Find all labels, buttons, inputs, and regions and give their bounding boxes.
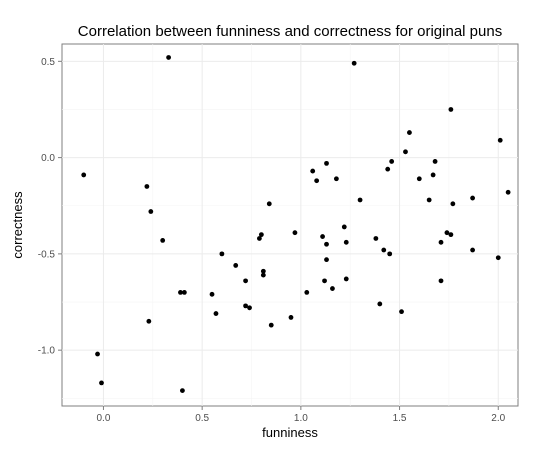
x-axis-title: funniness xyxy=(262,425,318,440)
x-tick-label: 0.5 xyxy=(195,413,209,424)
data-point xyxy=(470,247,475,253)
data-point xyxy=(343,239,349,245)
data-point xyxy=(324,241,329,247)
data-point xyxy=(385,166,391,172)
data-point xyxy=(181,289,187,295)
data-point xyxy=(257,236,262,241)
data-point xyxy=(416,176,422,182)
data-point xyxy=(180,388,185,393)
data-point xyxy=(377,301,383,307)
data-point xyxy=(432,159,438,164)
data-point xyxy=(81,172,87,178)
data-point xyxy=(448,107,454,112)
data-point xyxy=(268,322,274,328)
x-tick-label: 0.0 xyxy=(97,413,111,424)
data-point xyxy=(357,197,363,203)
x-tick-label: 1.5 xyxy=(393,413,407,424)
data-point xyxy=(505,189,511,195)
data-point xyxy=(495,255,501,261)
data-point xyxy=(444,230,450,236)
data-point xyxy=(343,276,349,282)
data-point xyxy=(497,137,503,143)
data-point xyxy=(438,278,444,284)
data-point xyxy=(258,232,264,238)
data-point xyxy=(314,178,320,184)
data-point xyxy=(322,278,327,284)
data-point xyxy=(243,303,248,309)
y-tick-label: 0.0 xyxy=(41,153,55,164)
data-point xyxy=(399,309,404,315)
data-point xyxy=(330,286,335,291)
data-point xyxy=(470,195,475,201)
x-tick-label: 2.0 xyxy=(491,413,505,424)
data-point xyxy=(426,197,432,203)
data-point xyxy=(324,257,329,263)
data-point xyxy=(333,176,339,182)
data-points xyxy=(81,55,511,393)
data-point xyxy=(144,184,150,189)
data-point xyxy=(341,224,347,230)
data-point xyxy=(320,234,325,239)
data-point xyxy=(99,380,104,386)
data-point xyxy=(233,263,239,268)
data-point xyxy=(430,172,436,178)
data-point xyxy=(243,278,248,284)
data-point xyxy=(260,272,266,278)
data-point xyxy=(450,201,456,207)
data-point xyxy=(219,251,225,257)
data-point xyxy=(247,305,252,311)
axis-ticks: 0.0 0.5 1.0 1.5 2.0 -1.0 -0.5 0.0 0.5 xyxy=(38,57,506,424)
data-point xyxy=(209,291,215,297)
data-point xyxy=(324,160,329,166)
data-point xyxy=(438,239,444,245)
grid-lines xyxy=(62,44,518,406)
data-point xyxy=(166,55,171,60)
data-point xyxy=(148,209,154,214)
y-tick-label: -0.5 xyxy=(38,249,56,260)
data-point xyxy=(389,159,395,164)
data-point xyxy=(266,201,272,207)
data-point xyxy=(373,236,379,241)
data-point xyxy=(146,318,152,324)
data-point xyxy=(381,247,387,253)
data-point xyxy=(403,149,408,155)
y-tick-label: -1.0 xyxy=(38,346,56,357)
data-point xyxy=(407,130,412,135)
x-tick-label: 1.0 xyxy=(294,413,308,424)
data-point xyxy=(448,232,454,238)
data-point xyxy=(310,168,316,174)
data-point xyxy=(95,351,100,357)
data-point xyxy=(288,315,294,320)
data-point xyxy=(213,311,219,316)
plot-panel xyxy=(61,43,519,407)
data-point xyxy=(304,289,310,295)
data-point xyxy=(178,289,183,295)
data-point xyxy=(387,251,393,257)
data-point xyxy=(160,238,166,243)
data-point xyxy=(351,60,357,66)
y-axis-title: correctness xyxy=(10,191,25,259)
data-point xyxy=(292,230,298,236)
chart-title: Correlation between funniness and correc… xyxy=(78,23,502,40)
data-point xyxy=(260,268,266,274)
y-tick-label: 0.5 xyxy=(41,57,55,68)
